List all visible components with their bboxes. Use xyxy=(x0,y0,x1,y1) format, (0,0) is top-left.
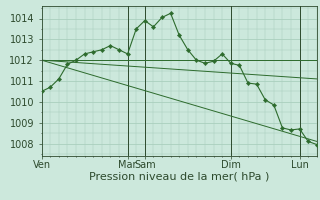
X-axis label: Pression niveau de la mer( hPa ): Pression niveau de la mer( hPa ) xyxy=(89,172,269,182)
